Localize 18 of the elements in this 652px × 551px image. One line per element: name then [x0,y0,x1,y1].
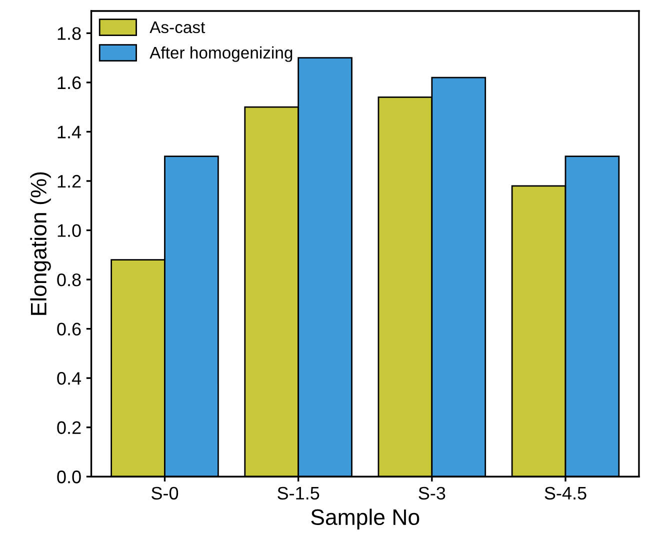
y-tick-label: 1.2 [58,174,81,188]
x-tick-label: S-3 [418,486,446,500]
y-tick-label: 1.8 [58,27,81,40]
x-tick-label: S-4.5 [544,486,586,500]
x-axis-title: Sample No [311,508,420,530]
y-tick-label: 0.6 [57,322,81,336]
y-tick-label: 0.2 [57,421,81,434]
y-tick-label: 1.4 [58,126,82,138]
y-tick-label: 1.0 [58,224,81,237]
y-tick-label: 1.6 [58,76,81,90]
y-axis-title: Elongation (%) [30,172,51,315]
y-tick-label: 0.4 [57,372,82,385]
x-tick-label: S-0 [152,486,178,500]
x-tick-label: S-1.5 [278,486,320,500]
legend-label: After homogenizing [150,46,292,62]
legend-label: As-cast [150,22,206,34]
y-tick-label: 0.0 [57,470,81,484]
y-tick-label: 0.8 [57,273,81,286]
